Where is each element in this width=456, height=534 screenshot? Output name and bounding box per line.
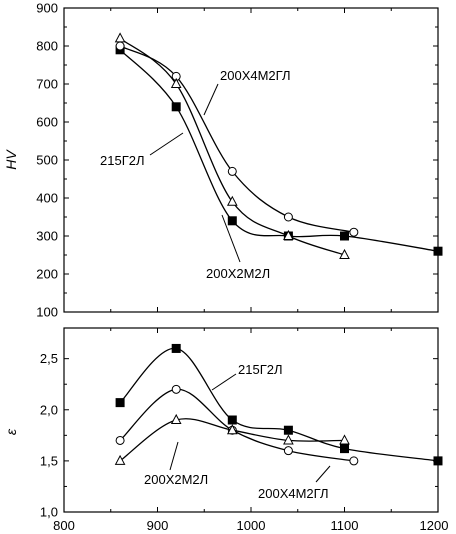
- point-200x2m2l-top: [170, 77, 182, 88]
- label-215g2l-bottom: 215Г2Л: [238, 362, 283, 377]
- y-tick-label-bottom: 1,5: [40, 453, 58, 468]
- point-215g2l-bottom: [227, 415, 237, 425]
- y-tick-label-top: 300: [36, 229, 58, 244]
- line-200x4m2gl-bottom: [119, 388, 354, 462]
- point-200x4m2gl-bottom: [171, 384, 181, 394]
- x-tick-label: 1200: [420, 518, 449, 533]
- label-200x4m2gl-top: 200Х4М2ГЛ: [220, 68, 291, 83]
- panel-hardness: 100 200 300 400 500 600 700 800 900 HV 200Х4М2ГЛ…: [3, 1, 443, 320]
- y-tick-label-top: 900: [36, 1, 58, 16]
- series-215g2l-bottom: [115, 343, 443, 466]
- y-tick-label-top: 500: [36, 153, 58, 168]
- point-200x2m2l-top: [114, 32, 126, 43]
- series-200x2m2l-bottom: [114, 413, 350, 465]
- leader-215g2l-bottom: [211, 373, 237, 391]
- plot-frame-bottom: [63, 327, 439, 513]
- x-tick-label: 1000: [237, 518, 266, 533]
- ticks-bottom: 1,0 1,5 2,0 2,5: [40, 328, 439, 520]
- point-215g2l-bottom: [340, 444, 349, 454]
- x-tick-label: 900: [147, 518, 169, 533]
- y-tick-label-bottom: 2,5: [40, 351, 58, 366]
- leader-215g2l-top: [149, 132, 184, 156]
- point-200x2m2l-top: [226, 195, 238, 206]
- point-215g2l-bottom: [171, 343, 181, 353]
- series-200x2m2l-top: [114, 32, 350, 259]
- y-axis-label-hv: HV: [3, 149, 19, 170]
- point-200x4m2gl-bottom: [115, 435, 125, 445]
- label-200x2m2l-bottom: 200Х2М2Л: [144, 472, 208, 487]
- y-axis-label-bottom: ε: [3, 428, 19, 435]
- point-200x4m2gl-bottom: [283, 446, 293, 456]
- point-200x2m2l-bottom: [226, 424, 238, 435]
- leader-200x2m2l-bottom: [169, 441, 179, 471]
- leader-200x2m2l-top: [221, 214, 241, 263]
- line-200x2m2l-top: [119, 37, 345, 256]
- point-200x2m2l-bottom: [170, 413, 182, 424]
- label-200x4m2gl-bottom: 200Х4М2ГЛ: [258, 486, 329, 501]
- point-200x2m2l-bottom: [339, 434, 350, 445]
- point-200x4m2gl-top: [349, 227, 359, 237]
- x-tick-label: 800: [53, 518, 75, 533]
- x-tick-labels: 800 900 1000 1100 1200: [53, 518, 448, 533]
- leader-200x4m2gl-top: [203, 83, 219, 116]
- y-tick-label-top: 600: [36, 115, 58, 130]
- point-200x2m2l-bottom: [114, 454, 126, 465]
- y-axis-label-top: HV: [3, 149, 19, 170]
- point-200x4m2gl-top: [227, 166, 237, 176]
- y-tick-label-bottom: 2,0: [40, 402, 58, 417]
- y-tick-label-top: 100: [36, 305, 58, 320]
- point-215g2l-top: [340, 231, 349, 241]
- panel-strain: 1,0 1,5 2,0 2,5 ε 215Г2Л 200Х2М2Л 200Х4М2ГЛ: [3, 327, 443, 520]
- annotations-bottom: 215Г2Л 200Х2М2Л 200Х4М2ГЛ: [144, 362, 331, 501]
- label-200x2m2l-top: 200Х2М2Л: [206, 266, 270, 281]
- series-top: [114, 32, 443, 259]
- point-200x4m2gl-bottom: [349, 456, 359, 466]
- leader-200x4m2gl-bottom: [315, 465, 331, 483]
- y-tick-label-top: 800: [36, 39, 58, 54]
- point-215g2l-top: [227, 216, 237, 226]
- point-215g2l-top: [433, 246, 443, 256]
- point-200x4m2gl-top: [115, 41, 125, 51]
- x-tick-label: 1100: [331, 518, 359, 533]
- point-215g2l-bottom: [433, 456, 443, 466]
- point-215g2l-top: [171, 102, 181, 112]
- series-200x4m2gl-top: [115, 41, 359, 237]
- point-215g2l-bottom: [115, 398, 125, 408]
- point-215g2l-bottom: [283, 425, 293, 435]
- line-215g2l-top: [119, 49, 439, 252]
- point-200x2m2l-top: [339, 248, 350, 259]
- y-tick-label-bottom: 1,0: [40, 505, 58, 520]
- series-200x4m2gl-bottom: [115, 384, 359, 466]
- line-215g2l-bottom: [119, 347, 439, 462]
- ticks-top: 100 200 300 400 500 600 700 800 900: [36, 1, 439, 320]
- label-215g2l-top: 215Г2Л: [100, 153, 145, 168]
- annotations-top: 200Х4М2ГЛ 215Г2Л 200Х2М2Л: [100, 68, 291, 281]
- point-200x4m2gl-top: [283, 212, 293, 222]
- y-tick-label-top: 400: [36, 191, 58, 206]
- y-tick-label-top: 200: [36, 267, 58, 282]
- point-200x2m2l-bottom: [283, 434, 294, 445]
- point-200x2m2l-top: [283, 229, 294, 240]
- y-tick-label-top: 700: [36, 77, 58, 92]
- series-bottom: [114, 343, 443, 466]
- y-axis-label-epsilon: ε: [3, 428, 19, 435]
